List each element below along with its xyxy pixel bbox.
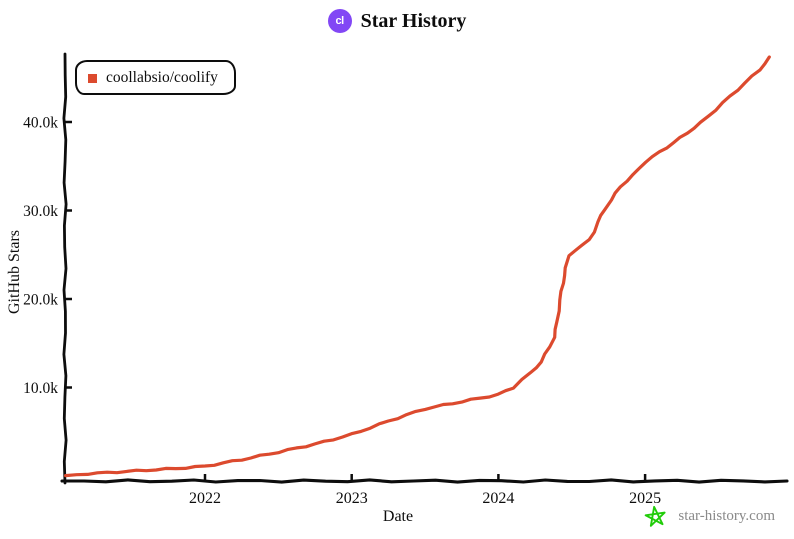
legend: coollabsio/coolify [75, 60, 236, 95]
x-tick-label: 2024 [482, 490, 514, 507]
x-axis-title: Date [383, 508, 413, 525]
page-title: Star History [360, 9, 467, 32]
watermark: star-history.com [644, 505, 775, 528]
y-tick-label: 40.0k [23, 115, 58, 132]
y-axis [62, 52, 68, 485]
star-history-logo-icon: cl [327, 9, 352, 33]
star-icon [645, 505, 666, 527]
series-marker-icon [88, 73, 97, 83]
y-axis-title: GitHub Stars [6, 230, 23, 314]
logo-text: cl [335, 15, 345, 27]
series-line [63, 55, 771, 478]
header: cl Star History [0, 6, 794, 36]
y-tick-label: 10.0k [23, 380, 58, 397]
x-tick-label: 2025 [629, 490, 661, 507]
x-axis [60, 478, 789, 484]
y-tick-label: 20.0k [23, 292, 58, 309]
y-tick-label: 30.0k [23, 203, 58, 220]
x-tick-label: 2023 [336, 490, 368, 507]
x-tick-label: 2022 [189, 490, 221, 507]
series-label: coollabsio/coolify [106, 68, 218, 86]
watermark-text: star-history.com [678, 508, 775, 524]
